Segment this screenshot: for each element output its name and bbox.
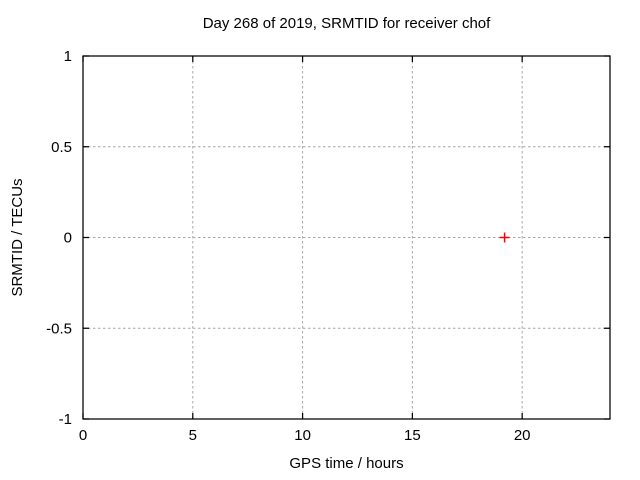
y-tick-label: -1 (59, 411, 72, 428)
chart-title: Day 268 of 2019, SRMTID for receiver cho… (202, 15, 491, 32)
y-tick-label: 0.5 (51, 139, 72, 156)
y-tick-label: 1 (64, 48, 72, 65)
y-tick-label: -0.5 (46, 320, 72, 337)
y-tick-label: 0 (64, 230, 72, 247)
x-tick-label: 5 (189, 427, 197, 444)
y-axis-label: SRMTID / TECUs (9, 178, 26, 297)
x-tick-label: 20 (514, 427, 531, 444)
x-tick-label: 10 (294, 427, 311, 444)
x-axis-label: GPS time / hours (289, 455, 404, 472)
x-tick-label: 0 (79, 427, 87, 444)
x-tick-label: 15 (404, 427, 421, 444)
plot-border (82, 55, 611, 420)
